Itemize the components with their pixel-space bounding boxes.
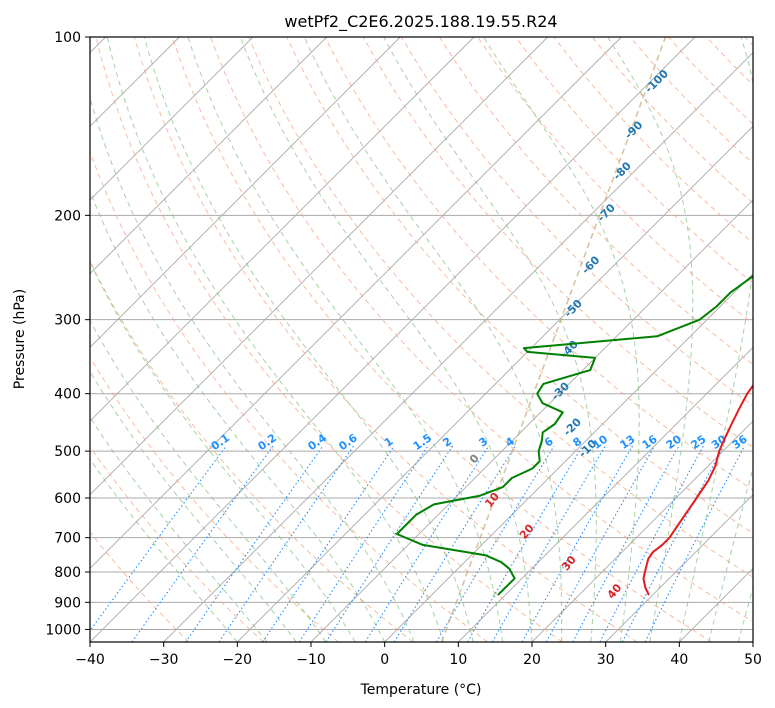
dry-adiabat-line [90, 259, 414, 642]
isotherm-line [90, 37, 622, 569]
y-tick-label: 400 [54, 387, 81, 403]
y-tick-label: 500 [54, 444, 81, 460]
mixing-ratio-line [621, 445, 725, 642]
mixing-ratio-line [262, 445, 395, 642]
isotherm-line [384, 273, 753, 642]
moist-adiabat-line [143, 37, 474, 642]
mixing-ratio-line [393, 445, 516, 642]
profile-series-layer [395, 274, 753, 596]
dry-adiabat-line [400, 37, 753, 407]
mixing-ratio-layer [90, 445, 746, 642]
mixing-ratio-line [298, 445, 429, 642]
x-tick-label: 50 [744, 652, 762, 668]
y-tick-label: 1000 [45, 622, 81, 638]
isotherm-line [531, 420, 753, 642]
dry-adiabat-line [90, 531, 190, 642]
y-tick-label: 300 [54, 313, 81, 329]
moist-adiabat-line [90, 458, 238, 642]
mixing-ratio-line [545, 445, 656, 642]
mixing-ratio-line [467, 445, 584, 642]
mixing-ratio-line [325, 445, 454, 642]
y-tick-label: 600 [54, 491, 81, 507]
y-axis-label: Pressure (hPa) [12, 289, 28, 389]
x-tick-label: 10 [449, 652, 467, 668]
y-tick-label: 900 [54, 595, 81, 611]
x-tick-label: −10 [296, 652, 326, 668]
dry-adiabat-line [90, 445, 264, 642]
chart-title: wetPf2_C2E6.2025.188.19.55.R24 [284, 12, 557, 32]
mixing-ratio-label-layer: 0.1 0.2 0.4 0.6 1 1.5 2 3 4 6 8 10 13 16 20 25 30 36 [209, 431, 750, 453]
moist-adiabat-line [239, 37, 533, 642]
isotherm-line [90, 37, 401, 348]
x-tick-label: 20 [523, 652, 541, 668]
moist-adiabat-line [90, 260, 356, 642]
temperature-profile-line [642, 383, 753, 596]
moist-adiabat-line [607, 37, 694, 642]
lcl-guide-line [440, 37, 667, 642]
isotherm-line [90, 37, 254, 201]
dry-adiabat-line [438, 37, 753, 366]
moist-adiabat-line [303, 37, 563, 642]
dewpoint-profile-line [395, 274, 753, 596]
moist-adiabat-line [90, 189, 386, 642]
moist-adiabat-layer [90, 37, 753, 642]
x-axis-label: Temperature (°C) [360, 682, 482, 698]
x-tick-label: −40 [75, 652, 105, 668]
dry-adiabat-line [90, 356, 339, 642]
dry-adiabat-line [95, 37, 563, 642]
moist-adiabat-line [90, 96, 415, 642]
y-tick-label: 700 [54, 531, 81, 547]
x-tick-label: −30 [149, 652, 179, 668]
dry-adiabat-line [248, 37, 753, 578]
mixing-ratio-line [644, 445, 746, 642]
plot-frame [89, 36, 754, 643]
moist-adiabat-line [482, 37, 640, 642]
isotherm-line [237, 125, 753, 642]
moist-adiabat-line [187, 37, 503, 642]
mixing-ratio-line [521, 445, 633, 642]
x-tick-label: −20 [223, 652, 253, 668]
isotherm-line [752, 641, 753, 642]
plot-background [90, 37, 753, 642]
isotherm-line [90, 37, 548, 496]
dry-adiabat-line [515, 37, 753, 284]
grid-layer [90, 37, 753, 630]
dry-adiabat-line [133, 37, 638, 642]
y-tick-label: 100 [54, 30, 81, 46]
x-tick-label: 40 [670, 652, 688, 668]
dry-adiabat-line [210, 37, 753, 623]
y-tick-label: 200 [54, 208, 81, 224]
mixing-ratio-line [185, 445, 324, 642]
mixing-ratio-line [218, 445, 355, 642]
isotherm-line [90, 37, 696, 642]
mixing-ratio-line [364, 445, 490, 642]
mixing-ratio-line [131, 445, 274, 642]
dry-adiabat-line [171, 37, 712, 642]
dry-adiabat-line [90, 150, 488, 642]
moist-adiabat-line [383, 37, 597, 642]
mixing-ratio-line [435, 445, 555, 642]
isotherm-line [163, 52, 753, 642]
x-tick-label: 0 [380, 652, 389, 668]
moist-adiabat-line [90, 370, 297, 642]
moist-adiabat-line [90, 416, 268, 642]
dry-adiabat-line [286, 37, 753, 534]
y-tick-label: 800 [54, 565, 81, 581]
dry-adiabat-layer [90, 37, 753, 642]
moist-adiabat-line [106, 37, 445, 642]
isotherm-line [605, 494, 753, 642]
x-tick-label: 30 [597, 652, 615, 668]
isotherm-line [90, 37, 475, 422]
isotherm-line [90, 37, 327, 275]
lcl-curve-layer [440, 37, 667, 642]
